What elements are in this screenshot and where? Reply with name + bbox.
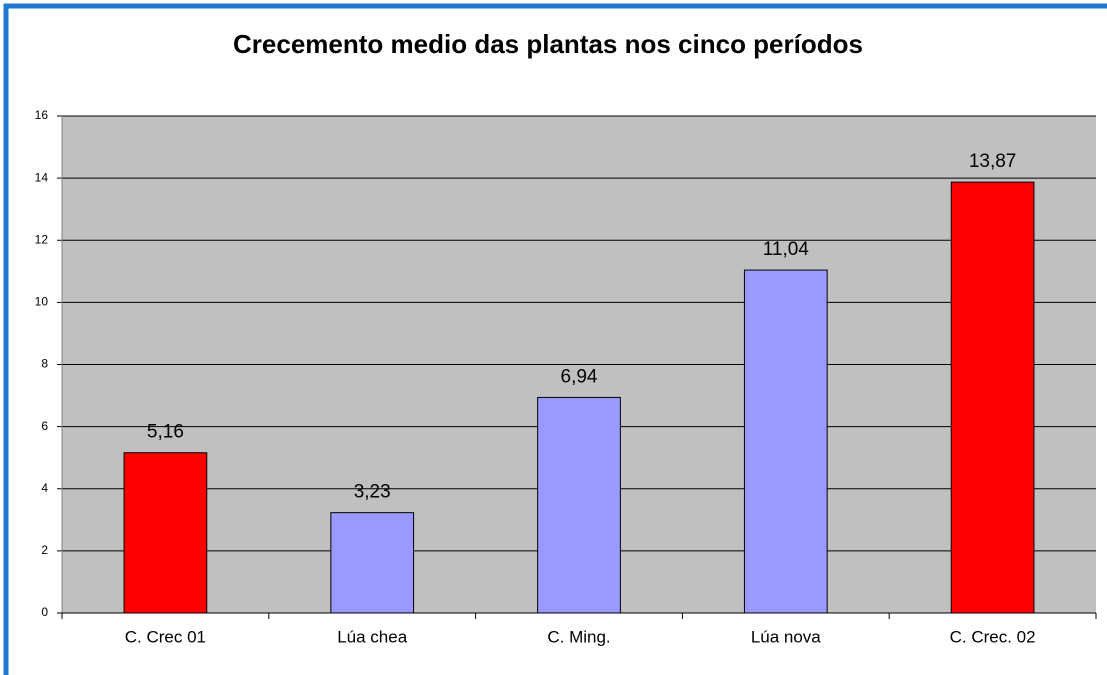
value-label: 3,23 xyxy=(354,482,391,503)
value-label: 13,87 xyxy=(969,151,1017,172)
x-tick-label: C. Ming. xyxy=(547,627,610,646)
y-tick-label: 16 xyxy=(35,108,49,122)
y-tick-label: 0 xyxy=(41,605,48,619)
y-tick-label: 14 xyxy=(35,170,49,184)
y-tick-label: 12 xyxy=(35,232,49,246)
x-tick-label: Lúa nova xyxy=(751,627,821,646)
value-label: 6,94 xyxy=(561,366,598,387)
x-tick-label: C. Crec. 02 xyxy=(950,627,1036,646)
value-label: 5,16 xyxy=(147,422,184,443)
y-tick-label: 4 xyxy=(41,481,48,495)
bar xyxy=(330,512,415,614)
y-tick-label: 6 xyxy=(41,419,48,433)
bar xyxy=(743,269,828,614)
y-tick-label: 8 xyxy=(41,357,48,371)
bar xyxy=(537,396,621,614)
y-tick-label: 2 xyxy=(41,543,48,557)
bar xyxy=(950,181,1035,614)
x-tick-label: C. Crec 01 xyxy=(125,627,206,646)
chart-title: Crecemento medio das plantas nos cinco p… xyxy=(233,29,863,59)
y-tick-label: 10 xyxy=(35,295,49,309)
value-label: 11,04 xyxy=(763,239,810,260)
x-tick-label: Lúa chea xyxy=(337,627,407,646)
bar xyxy=(123,452,208,614)
